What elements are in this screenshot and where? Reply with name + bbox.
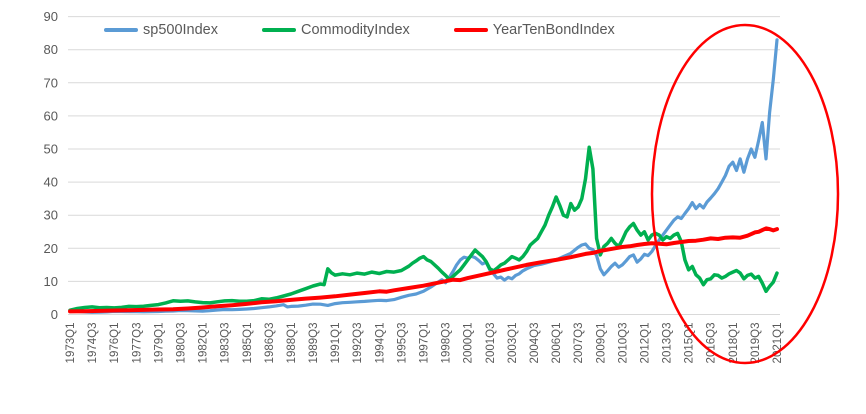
x-tick-label: 2009Q1 bbox=[595, 323, 607, 364]
x-tick-label: 1977Q3 bbox=[131, 323, 143, 364]
gridlines bbox=[68, 16, 780, 315]
legend-item-commodityindex: CommodityIndex bbox=[261, 22, 410, 38]
y-tick-label: 80 bbox=[44, 42, 58, 57]
series-line-yeartenbondindex bbox=[68, 226, 779, 314]
x-tick-label: 1989Q3 bbox=[308, 323, 320, 364]
x-tick-label: 1995Q3 bbox=[396, 323, 408, 364]
series-line-commodityindex bbox=[68, 145, 779, 312]
x-tick-label: 2012Q1 bbox=[639, 323, 651, 364]
x-tick-label: 1983Q3 bbox=[220, 323, 232, 364]
x-tick-label: 1980Q3 bbox=[175, 323, 187, 364]
legend-label-sp500index: sp500Index bbox=[143, 22, 218, 38]
y-tick-label: 90 bbox=[44, 9, 58, 24]
x-tick-label: 1988Q1 bbox=[286, 323, 298, 364]
y-tick-label: 0 bbox=[51, 307, 58, 322]
legend-line-swatch-sp500index bbox=[104, 27, 138, 33]
y-tick-label: 70 bbox=[44, 75, 58, 90]
x-tick-label: 1994Q1 bbox=[374, 323, 386, 364]
y-tick-label: 30 bbox=[44, 208, 58, 223]
legend-item-sp500index: sp500Index bbox=[104, 22, 218, 38]
x-axis-tick-labels: 1973Q1 1974Q3 1976Q1 1977Q3 1979Q1 1980Q3 1982… bbox=[65, 323, 784, 364]
legend-line-swatch-yeartenbondindex bbox=[453, 27, 488, 33]
x-tick-label: 1991Q1 bbox=[330, 323, 342, 364]
x-tick-label: 1974Q3 bbox=[87, 323, 99, 364]
legend-line-swatch-commodityindex bbox=[261, 27, 296, 33]
x-tick-label: 2016Q3 bbox=[706, 323, 718, 364]
x-tick-label: 1976Q1 bbox=[109, 323, 121, 364]
x-tick-label: 2001Q3 bbox=[485, 323, 497, 364]
x-tick-label: 2010Q3 bbox=[617, 323, 629, 364]
x-tick-label: 2021Q1 bbox=[772, 323, 784, 364]
x-tick-label: 2006Q1 bbox=[551, 323, 563, 364]
y-axis-tick-labels: 0 10 20 30 40 50 60 70 80 90 bbox=[44, 9, 58, 322]
x-tick-label: 2000Q1 bbox=[463, 323, 475, 364]
x-tick-label: 2004Q3 bbox=[529, 323, 541, 364]
series-line-sp500index bbox=[68, 38, 779, 314]
x-tick-label: 2018Q1 bbox=[728, 323, 740, 364]
x-tick-label: 1979Q1 bbox=[153, 323, 165, 364]
x-tick-label: 1973Q1 bbox=[65, 323, 77, 364]
legend-item-yeartenbondindex: YearTenBondIndex bbox=[453, 22, 615, 38]
highlight-ellipse-annotation bbox=[650, 23, 840, 365]
x-tick-label: 2013Q3 bbox=[662, 323, 674, 364]
x-tick-label: 2007Q3 bbox=[573, 323, 585, 364]
x-tick-label: 1986Q3 bbox=[264, 323, 276, 364]
legend-label-yeartenbondindex: YearTenBondIndex bbox=[492, 22, 615, 38]
legend-label-commodityindex: CommodityIndex bbox=[300, 22, 410, 38]
x-tick-label: 2003Q1 bbox=[507, 323, 519, 364]
x-tick-label: 1992Q3 bbox=[352, 323, 364, 364]
x-tick-label: 1985Q1 bbox=[242, 323, 254, 364]
chart-legend: sp500Index CommodityIndex YearTenBondInd… bbox=[104, 22, 615, 38]
y-tick-label: 10 bbox=[44, 274, 58, 289]
x-tick-label: 1982Q1 bbox=[198, 323, 210, 364]
y-tick-label: 40 bbox=[44, 175, 58, 190]
x-tick-label: 1997Q1 bbox=[419, 323, 431, 364]
y-tick-label: 60 bbox=[44, 108, 58, 123]
x-tick-label: 1998Q3 bbox=[441, 323, 453, 364]
y-tick-label: 20 bbox=[44, 241, 58, 256]
y-tick-label: 50 bbox=[44, 142, 58, 157]
x-tick-label: 2019Q3 bbox=[750, 323, 762, 364]
